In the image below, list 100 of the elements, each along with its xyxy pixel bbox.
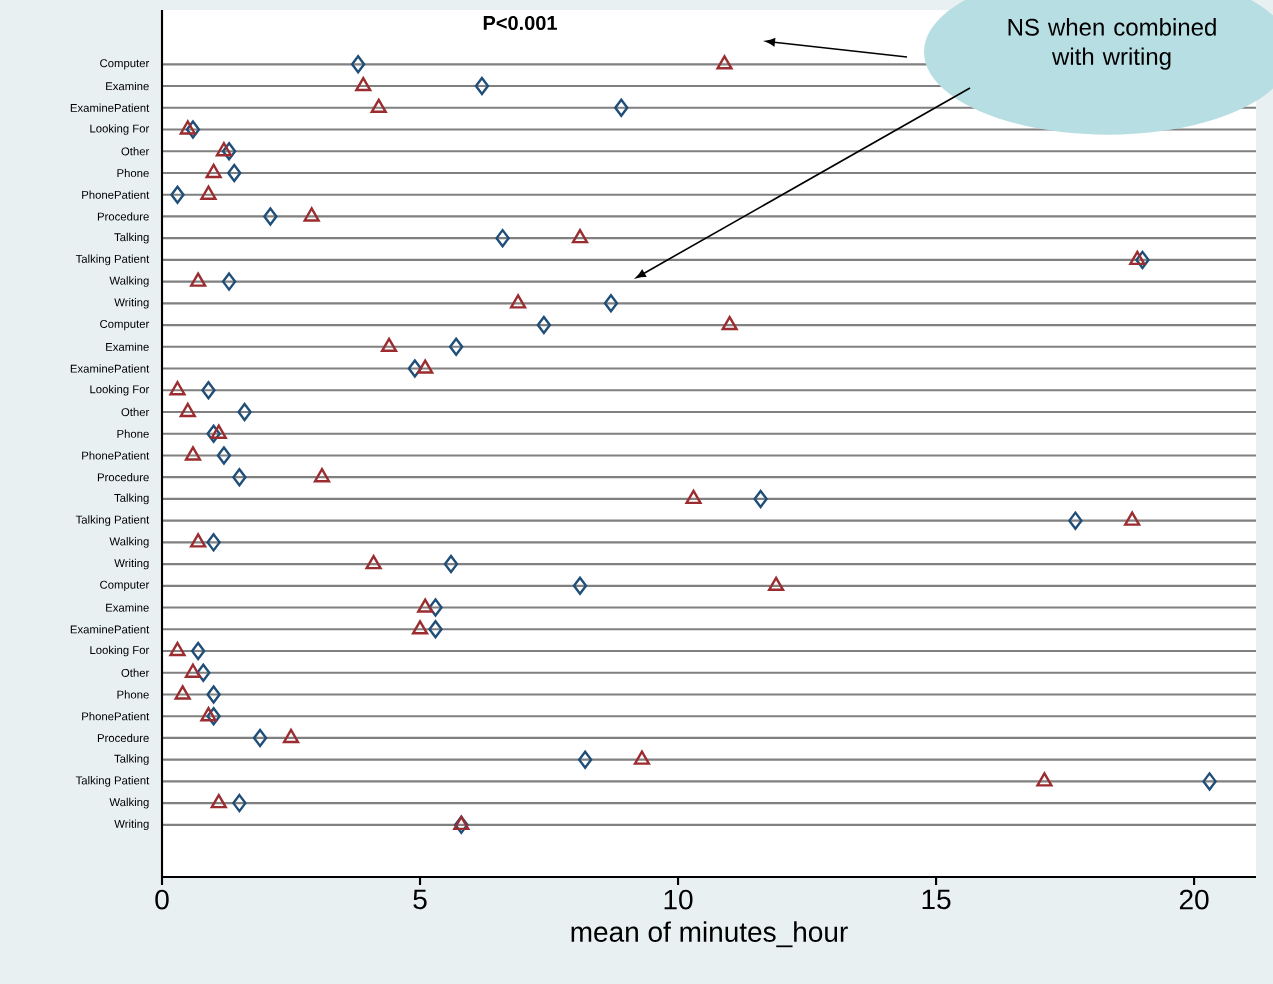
point bbox=[411, 620, 429, 635]
x-axis-title: mean of minutes_hour bbox=[571, 921, 848, 948]
point bbox=[572, 576, 588, 596]
y-tick-label: Talking bbox=[114, 754, 149, 765]
point bbox=[1202, 772, 1217, 791]
y-tick-label: Computer bbox=[100, 319, 150, 331]
point bbox=[1135, 250, 1150, 270]
y-tick-label: Other bbox=[121, 407, 150, 417]
y-tick-label: ExaminePatient bbox=[70, 364, 150, 373]
annotation: NS when combined with writing bbox=[1008, 18, 1216, 70]
point bbox=[536, 315, 552, 335]
point bbox=[200, 707, 217, 722]
y-tick-label: Examine bbox=[106, 81, 149, 91]
point bbox=[282, 728, 300, 744]
point bbox=[685, 489, 702, 505]
y-tick-label: Examine bbox=[106, 603, 149, 612]
point bbox=[221, 272, 237, 291]
point bbox=[407, 359, 423, 378]
x-tick-label: 0 bbox=[155, 889, 169, 910]
point bbox=[1036, 772, 1053, 787]
point bbox=[417, 359, 434, 374]
x-tick-label: 5 bbox=[413, 889, 427, 910]
point bbox=[355, 76, 372, 92]
y-tick-label: Writing bbox=[114, 298, 149, 309]
point bbox=[1124, 511, 1141, 526]
y-tick-label: Computer bbox=[100, 59, 150, 70]
point bbox=[227, 163, 242, 183]
point bbox=[614, 98, 629, 117]
point bbox=[474, 76, 490, 96]
point bbox=[184, 446, 202, 461]
point bbox=[174, 685, 191, 700]
point bbox=[428, 620, 443, 639]
point bbox=[179, 120, 196, 135]
y-tick-label: PhonePatient bbox=[82, 712, 150, 721]
point bbox=[184, 663, 202, 678]
point bbox=[190, 533, 207, 548]
point bbox=[201, 381, 216, 400]
point bbox=[205, 163, 222, 179]
y-tick-label: Procedure bbox=[97, 473, 149, 482]
point bbox=[571, 228, 589, 244]
y-tick-label: Looking For bbox=[90, 124, 150, 135]
y-tick-label: Talking Patient bbox=[75, 776, 150, 787]
point bbox=[577, 750, 593, 769]
y-tick-label: Looking For bbox=[90, 645, 150, 657]
point bbox=[210, 793, 227, 809]
y-tick-label: Walking bbox=[109, 537, 149, 548]
y-tick-label: Talking Patient bbox=[75, 515, 150, 526]
point bbox=[716, 55, 733, 70]
y-tick-label: PhonePatient bbox=[82, 190, 150, 199]
x-tick-label: 10 bbox=[664, 889, 693, 910]
y-tick-label: Phone bbox=[117, 168, 149, 178]
y-tick-label: PhonePatient bbox=[82, 451, 150, 460]
point bbox=[169, 381, 186, 396]
point bbox=[365, 554, 382, 570]
y-tick-label: Procedure bbox=[97, 733, 149, 743]
point bbox=[454, 815, 469, 835]
point bbox=[206, 685, 221, 704]
point bbox=[263, 207, 278, 226]
y-tick-label: Looking For bbox=[90, 384, 150, 396]
y-tick-label: Examine bbox=[106, 342, 149, 351]
x-tick-label: 15 bbox=[922, 889, 951, 910]
point bbox=[190, 272, 207, 287]
point bbox=[216, 446, 232, 465]
point bbox=[232, 467, 247, 487]
point bbox=[196, 663, 211, 682]
point bbox=[252, 728, 268, 748]
point bbox=[767, 576, 785, 592]
point bbox=[453, 815, 470, 831]
point bbox=[721, 315, 738, 331]
y-tick-label: Writing bbox=[114, 819, 149, 831]
y-tick-label: Walking bbox=[109, 797, 149, 809]
point bbox=[603, 294, 619, 313]
point bbox=[428, 598, 443, 617]
point bbox=[753, 489, 768, 509]
point bbox=[509, 294, 527, 309]
y-tick-label: Procedure bbox=[97, 212, 149, 221]
point bbox=[495, 228, 510, 248]
x-tick-label: 20 bbox=[1179, 889, 1209, 910]
point bbox=[206, 533, 221, 552]
point bbox=[303, 207, 320, 222]
point bbox=[633, 750, 651, 765]
point bbox=[232, 793, 247, 813]
y-tick-label: Other bbox=[121, 668, 150, 677]
point bbox=[206, 707, 221, 726]
y-tick-label: Talking bbox=[114, 232, 149, 244]
y-tick-label: Writing bbox=[114, 558, 149, 570]
text: P<0.001 bbox=[483, 15, 557, 31]
y-tick-label: Phone bbox=[117, 690, 149, 699]
point bbox=[350, 55, 366, 74]
point bbox=[380, 337, 398, 352]
point bbox=[313, 467, 331, 483]
y-tick-label: ExaminePatient bbox=[70, 625, 150, 634]
point bbox=[190, 641, 206, 661]
point bbox=[200, 185, 217, 200]
point bbox=[215, 142, 233, 157]
point bbox=[1068, 511, 1083, 530]
point bbox=[170, 185, 185, 204]
point bbox=[448, 337, 464, 356]
point bbox=[179, 402, 196, 418]
point bbox=[206, 424, 221, 443]
